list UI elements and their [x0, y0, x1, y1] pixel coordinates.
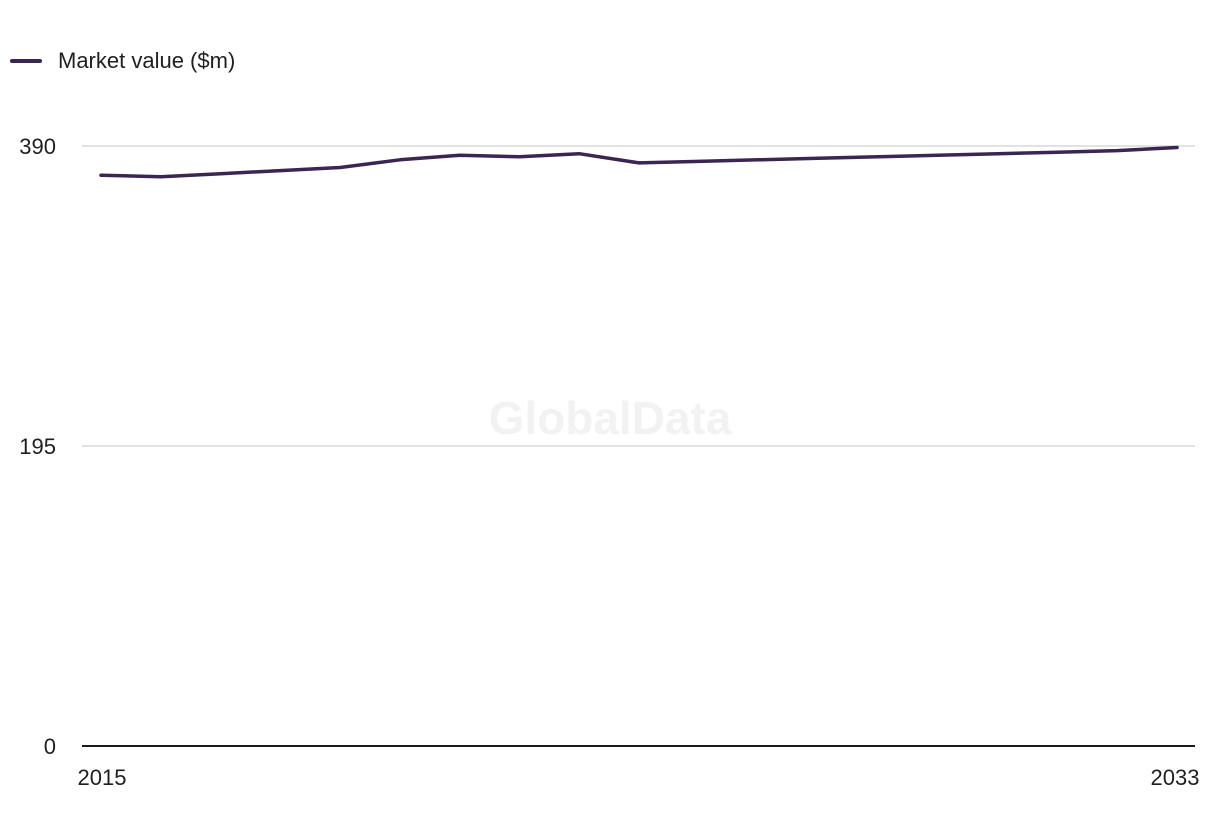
gridlines: [82, 145, 1195, 747]
legend-label: Market value ($m): [58, 48, 236, 73]
y-tick-label: 195: [19, 434, 56, 459]
watermark: GlobalData: [489, 392, 732, 444]
series-line-market-value: [99, 145, 1179, 179]
series-group: [99, 145, 1179, 179]
y-tick-label: 390: [19, 134, 56, 159]
x-axis-ticks: 2015 2033: [78, 765, 1200, 790]
legend-swatch: [10, 59, 42, 63]
x-tick-label: 2015: [78, 765, 127, 790]
y-axis-ticks: 0 195 390: [19, 134, 56, 759]
y-tick-label: 0: [44, 734, 56, 759]
x-tick-label: 2033: [1151, 765, 1200, 790]
legend: Market value ($m): [10, 46, 235, 76]
